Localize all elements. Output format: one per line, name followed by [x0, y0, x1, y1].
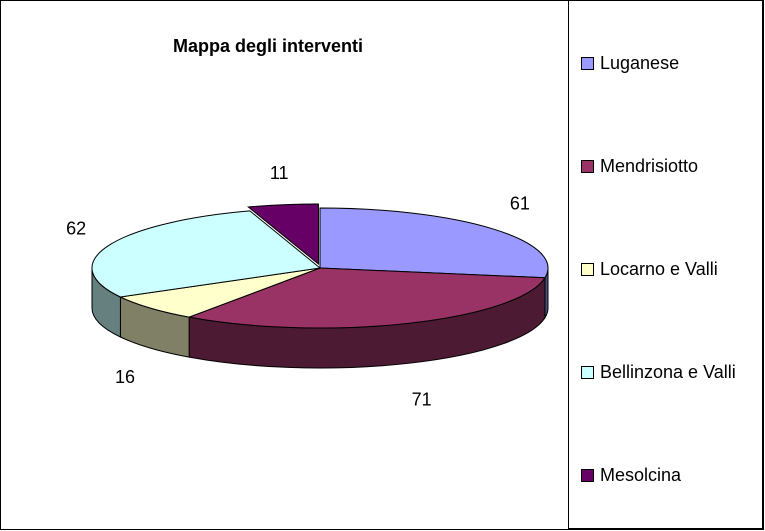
data-label: 71	[412, 390, 432, 410]
slice	[91, 210, 322, 298]
legend: Luganese Mendrisiotto Locarno e Valli Belli…	[568, 0, 763, 529]
legend-item: Bellinzona e Valli	[581, 361, 751, 383]
legend-swatch	[581, 160, 594, 173]
chart-title: Mappa degli interventi	[173, 36, 363, 56]
legend-label: Mendrisiotto	[600, 156, 699, 176]
slice	[187, 267, 546, 329]
data-label: 62	[66, 219, 86, 239]
data-label: 16	[115, 367, 135, 387]
legend-item: Luganese	[581, 52, 751, 74]
data-label: 11	[270, 163, 289, 183]
legend-label: Luganese	[600, 53, 680, 73]
legend-label: Mesolcina	[600, 465, 682, 485]
slice	[247, 203, 319, 266]
legend-swatch	[581, 366, 594, 379]
legend-item: Mesolcina	[581, 464, 751, 486]
legend-swatch	[581, 57, 594, 70]
slice	[319, 207, 549, 279]
legend-item: Locarno e Valli	[581, 258, 751, 280]
legend-label: Locarno e Valli	[600, 259, 718, 279]
tops	[91, 203, 549, 329]
walls	[91, 267, 549, 369]
legend-swatch	[581, 263, 594, 276]
legend-item: Mendrisiotto	[581, 155, 751, 177]
legend-swatch	[581, 469, 594, 482]
legend-label: Bellinzona e Valli	[600, 362, 736, 382]
data-label: 61	[510, 194, 530, 214]
slice	[118, 267, 321, 318]
